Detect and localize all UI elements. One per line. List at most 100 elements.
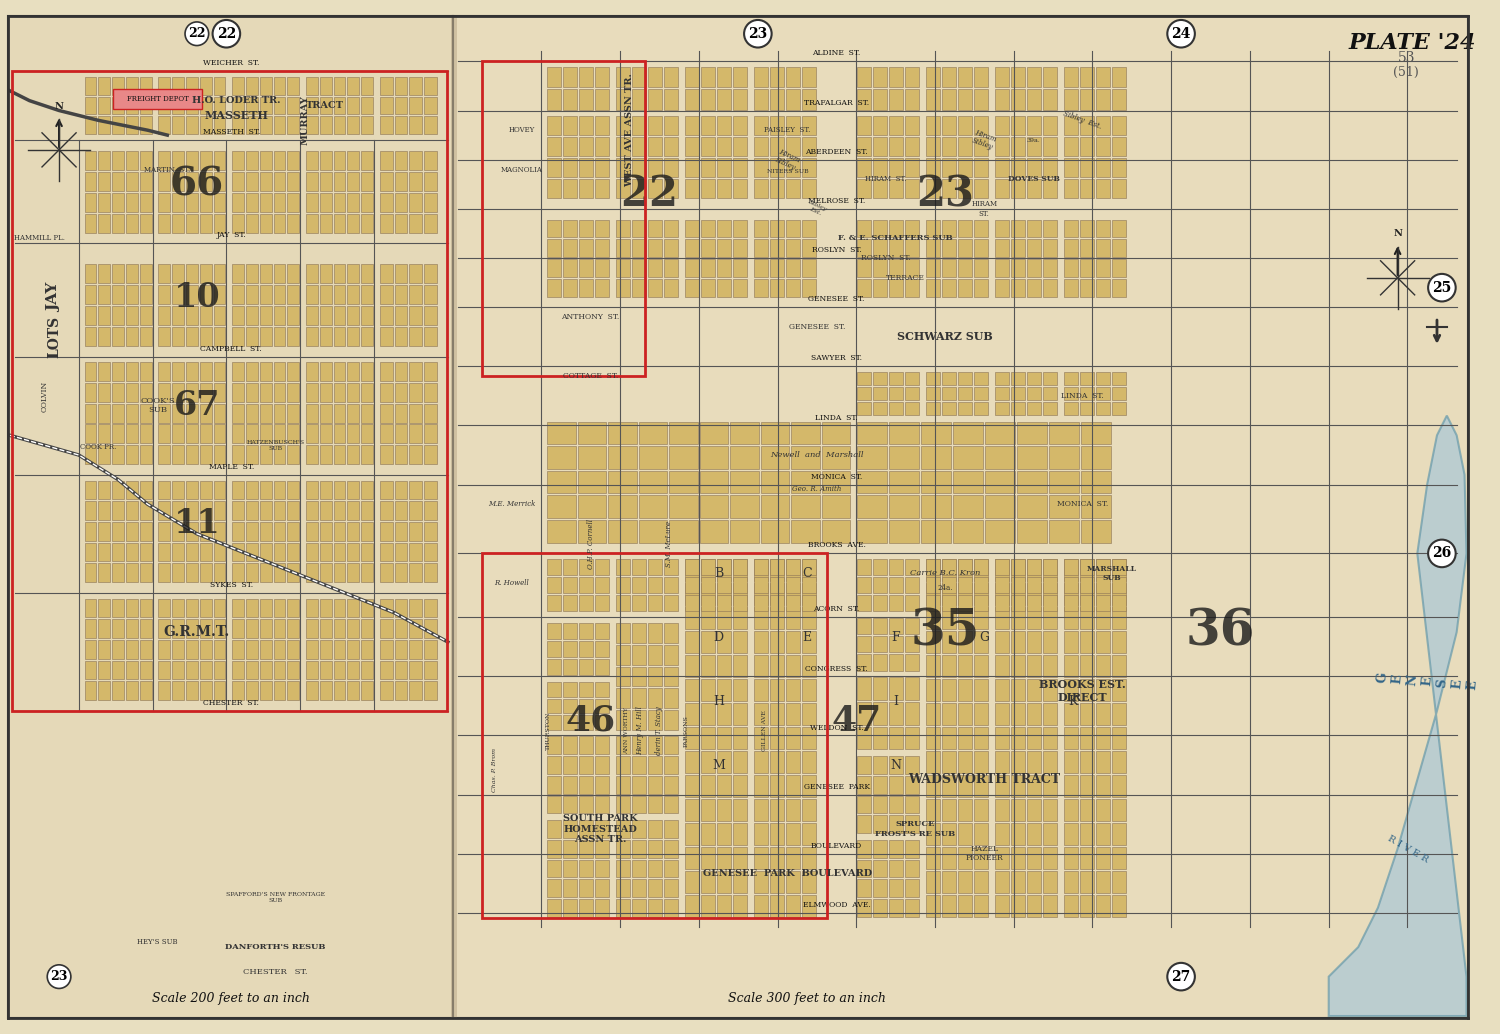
- Bar: [700, 823, 715, 845]
- Bar: [288, 192, 298, 212]
- Bar: [802, 596, 816, 611]
- Bar: [904, 220, 920, 238]
- Bar: [394, 192, 408, 212]
- Bar: [394, 264, 408, 283]
- Bar: [232, 78, 244, 95]
- Bar: [1064, 372, 1078, 385]
- Bar: [172, 522, 184, 541]
- Bar: [306, 214, 318, 233]
- Bar: [562, 776, 578, 793]
- Bar: [858, 596, 871, 611]
- Bar: [126, 327, 138, 345]
- Bar: [1096, 559, 1110, 581]
- Bar: [213, 306, 225, 325]
- Bar: [664, 756, 678, 773]
- Bar: [333, 78, 345, 95]
- Bar: [648, 710, 662, 730]
- Bar: [904, 727, 920, 750]
- Bar: [84, 264, 96, 283]
- Bar: [994, 559, 1010, 581]
- Bar: [380, 501, 393, 520]
- Bar: [1042, 727, 1058, 749]
- Bar: [890, 495, 920, 518]
- Bar: [1096, 577, 1110, 594]
- Text: GENESEE  PARK: GENESEE PARK: [804, 783, 870, 791]
- Bar: [664, 67, 678, 88]
- Bar: [700, 220, 715, 238]
- Bar: [172, 214, 184, 233]
- Bar: [140, 306, 152, 325]
- Bar: [200, 564, 211, 582]
- Bar: [424, 543, 436, 561]
- Bar: [8, 16, 453, 1018]
- Bar: [664, 795, 678, 814]
- Bar: [858, 179, 871, 199]
- Bar: [1042, 631, 1058, 653]
- Bar: [410, 481, 422, 499]
- Bar: [770, 727, 784, 749]
- Bar: [1096, 679, 1110, 701]
- Bar: [273, 501, 285, 520]
- Bar: [926, 656, 940, 677]
- Bar: [648, 138, 662, 156]
- Bar: [1028, 158, 1041, 177]
- Bar: [596, 756, 609, 773]
- Bar: [926, 679, 940, 701]
- Bar: [246, 425, 258, 444]
- Bar: [926, 260, 940, 277]
- Bar: [410, 285, 422, 304]
- Bar: [200, 501, 211, 520]
- Bar: [112, 501, 125, 520]
- Bar: [1042, 847, 1058, 869]
- Bar: [348, 285, 358, 304]
- Bar: [792, 446, 820, 468]
- Bar: [548, 138, 561, 156]
- Bar: [717, 240, 730, 257]
- Bar: [362, 306, 374, 325]
- Bar: [333, 640, 345, 659]
- Bar: [380, 97, 393, 115]
- Bar: [1042, 656, 1058, 677]
- Text: BROOKS  AVE.: BROOKS AVE.: [807, 542, 865, 549]
- Bar: [232, 151, 244, 170]
- Bar: [686, 89, 699, 110]
- Bar: [348, 78, 358, 95]
- Bar: [994, 117, 1010, 135]
- Bar: [942, 751, 956, 772]
- Bar: [1017, 422, 1047, 445]
- Bar: [288, 481, 298, 499]
- Bar: [213, 117, 225, 134]
- Bar: [306, 501, 318, 520]
- Bar: [1096, 117, 1110, 135]
- Bar: [126, 564, 138, 582]
- Bar: [1042, 240, 1058, 257]
- Bar: [394, 640, 408, 659]
- Bar: [873, 220, 888, 238]
- Bar: [734, 89, 747, 110]
- Bar: [596, 596, 609, 611]
- Bar: [792, 495, 820, 518]
- Bar: [873, 577, 888, 594]
- Bar: [770, 220, 784, 238]
- Bar: [734, 559, 747, 575]
- Circle shape: [1428, 540, 1455, 568]
- Bar: [1011, 631, 1025, 653]
- Text: G
E
N
E
S
E
E: G E N E S E E: [1376, 671, 1479, 692]
- Bar: [873, 279, 888, 297]
- Bar: [200, 481, 211, 499]
- Bar: [1011, 656, 1025, 677]
- Bar: [858, 636, 871, 652]
- Bar: [320, 599, 332, 617]
- Bar: [770, 260, 784, 277]
- Bar: [734, 607, 747, 630]
- Bar: [112, 172, 125, 190]
- Bar: [754, 774, 768, 797]
- Text: COTTAGE  ST.: COTTAGE ST.: [562, 372, 618, 381]
- Bar: [260, 117, 272, 134]
- Bar: [246, 285, 258, 304]
- Bar: [770, 559, 784, 575]
- Bar: [616, 240, 630, 257]
- Bar: [1080, 240, 1094, 257]
- Bar: [926, 583, 940, 605]
- Bar: [904, 879, 920, 896]
